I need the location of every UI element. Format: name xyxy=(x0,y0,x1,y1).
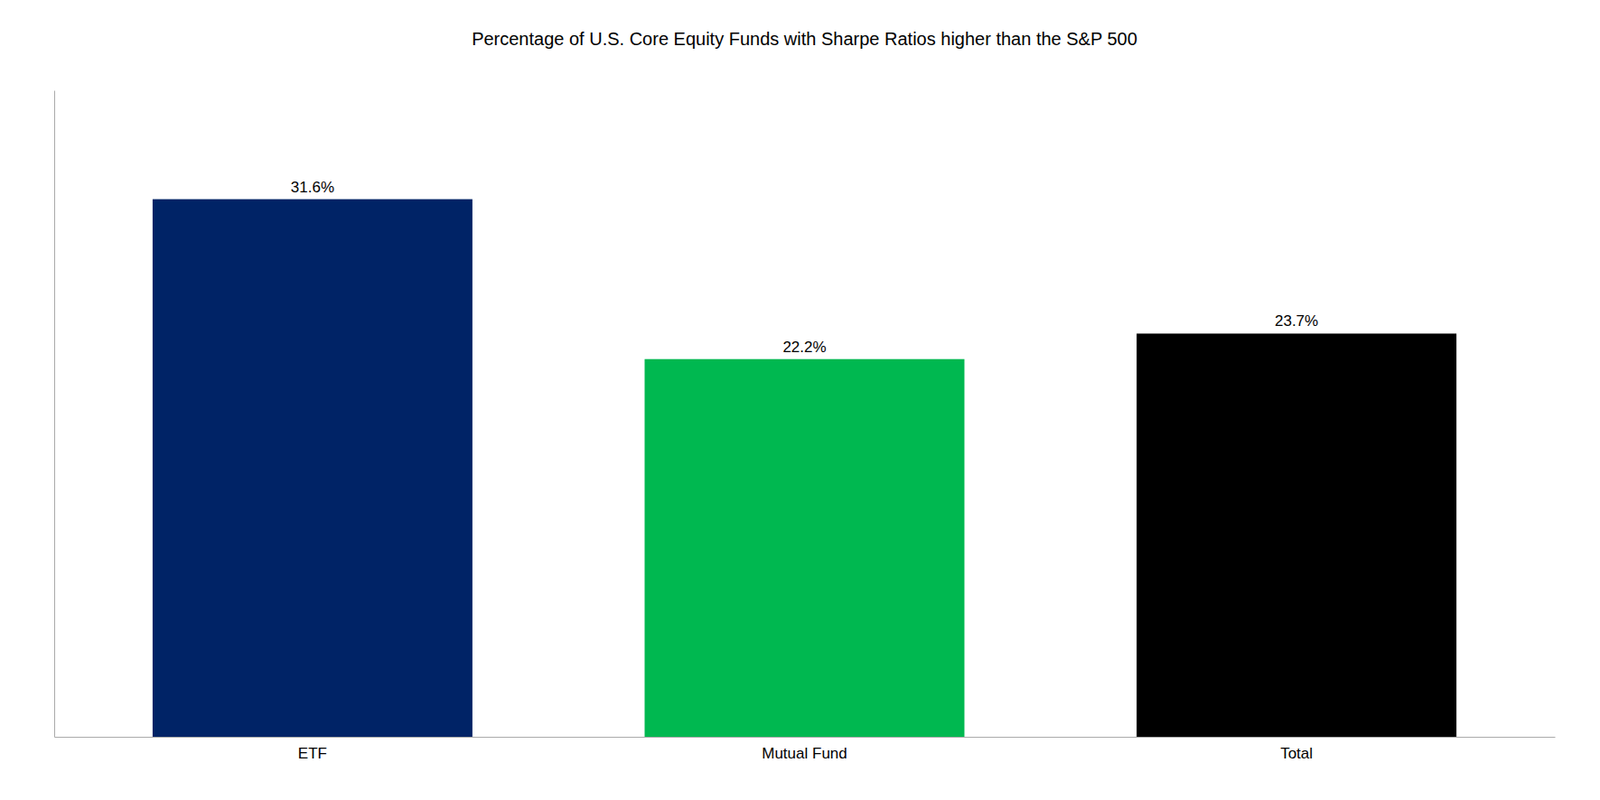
data-label: 23.7% xyxy=(1274,312,1319,330)
y-axis xyxy=(54,91,56,739)
bar xyxy=(645,359,965,738)
data-label: 22.2% xyxy=(782,338,826,356)
x-tick-label: Total xyxy=(1280,745,1313,763)
plot-area: ETF Mutual Fund Total 31.6% 22.2% 23.7% xyxy=(55,91,1556,764)
x-tick: Mutual Fund xyxy=(761,745,848,763)
data-label: 31.6% xyxy=(290,178,335,197)
bar xyxy=(1136,333,1457,738)
chart-container: ETF Mutual Fund Total 31.6% 22.2% 23.7% Percen… xyxy=(0,0,1600,800)
x-tick: ETF xyxy=(298,745,328,763)
bar xyxy=(152,199,473,738)
bars xyxy=(152,199,1457,738)
x-axis: ETF Mutual Fund Total xyxy=(55,738,1556,764)
x-axis-line xyxy=(55,737,1556,739)
chart-title: Percentage of U.S. Core Equity Funds wit… xyxy=(471,28,1138,49)
y-axis-line xyxy=(54,91,56,739)
chart-svg: ETF Mutual Fund Total 31.6% 22.2% 23.7% Percen… xyxy=(0,0,1600,800)
data-labels: 31.6% 22.2% 23.7% xyxy=(290,178,1319,356)
x-tick-label: ETF xyxy=(298,745,328,763)
x-tick-label: Mutual Fund xyxy=(761,745,848,763)
x-tick: Total xyxy=(1280,745,1313,763)
